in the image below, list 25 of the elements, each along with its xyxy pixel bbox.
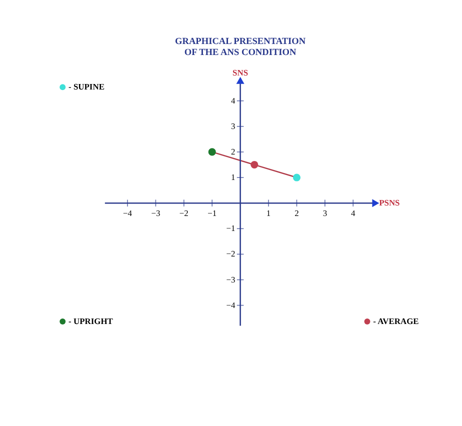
x-tick-label: 2 — [294, 208, 299, 218]
y-tick-label: 3 — [230, 120, 236, 131]
point — [208, 148, 216, 156]
legend-label: - SUPINE — [68, 82, 105, 92]
chart-title: GRAPHICAL PRESENTATION OF THE ANS CONDITION — [175, 37, 306, 58]
x-tick-label: −1 — [208, 208, 217, 218]
x-tick-label: 4 — [351, 208, 356, 218]
y-tick-label: 2 — [230, 146, 236, 156]
point — [250, 160, 258, 169]
y-tick-label: −4 — [226, 300, 236, 310]
x-tick-label: 1 — [266, 208, 271, 218]
y-axis-title: SNS — [232, 67, 248, 78]
y-tick-label: 4 — [230, 95, 236, 106]
x-tick-label: −2 — [179, 208, 188, 218]
x-tick-label: 3 — [322, 208, 328, 218]
x-axis-title: PSNS — [379, 198, 400, 208]
y-tick-label: 1 — [230, 172, 236, 182]
x-tick-label: −4 — [122, 208, 133, 218]
point — [292, 174, 300, 182]
legend-label: - AVERAGE — [373, 316, 420, 326]
y-tick-label: −3 — [226, 274, 236, 284]
y-tick-label: −1 — [226, 223, 236, 234]
legend-label: - UPRIGHT — [68, 316, 114, 326]
y-tick-label: −2 — [226, 248, 236, 259]
x-tick-label: −3 — [151, 208, 160, 218]
